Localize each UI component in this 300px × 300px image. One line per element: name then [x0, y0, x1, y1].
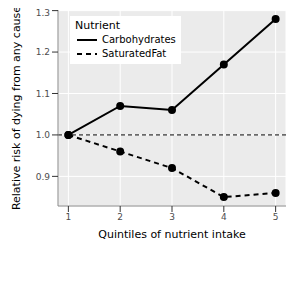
- html-text:Nutrient: Nutrient: [75, 19, 121, 32]
- svg-text:Relative risk of dying from an: Relative risk of dying from any cause: [10, 8, 23, 210]
- svg-text:1.2: 1.2: [36, 47, 50, 57]
- svg-text:5: 5: [273, 212, 279, 222]
- svg-text:0.9: 0.9: [36, 172, 51, 182]
- svg-text:1.3: 1.3: [36, 8, 50, 18]
- svg-text:1: 1: [65, 212, 71, 222]
- html-text:SaturatedFat: SaturatedFat: [102, 48, 167, 59]
- html-text:Carbohydrates: Carbohydrates: [102, 34, 176, 45]
- svg-text:1.1: 1.1: [36, 89, 50, 99]
- svg-text:Quintiles of nutrient intake: Quintiles of nutrient intake: [98, 228, 246, 241]
- svg-text:4: 4: [221, 212, 227, 222]
- svg-text:1.0: 1.0: [36, 130, 51, 140]
- svg-text:2: 2: [117, 212, 123, 222]
- svg-text:3: 3: [169, 212, 175, 222]
